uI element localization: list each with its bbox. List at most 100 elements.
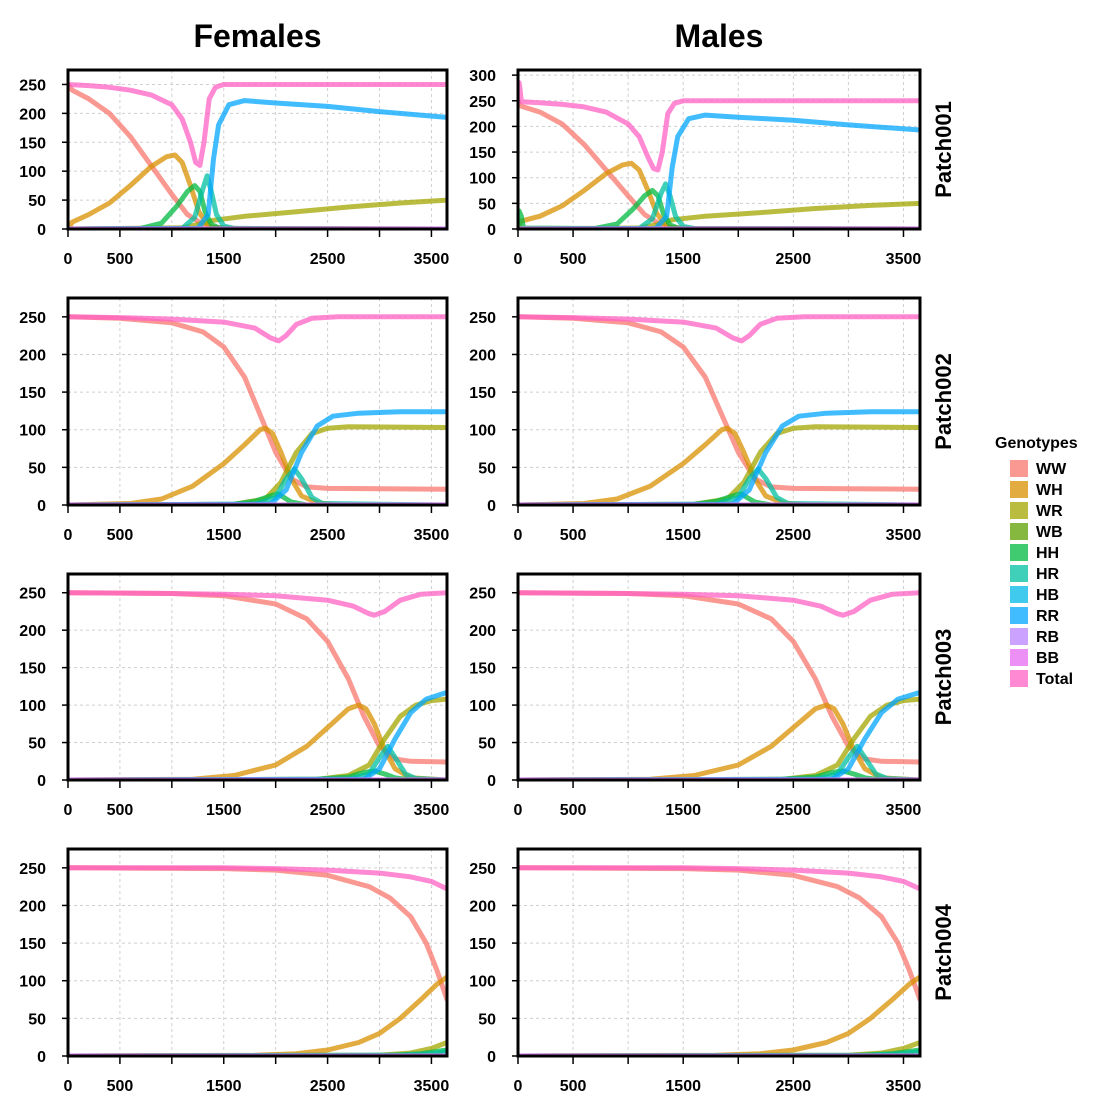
y-tick-label: 200 bbox=[469, 119, 496, 136]
legend-swatch bbox=[1010, 649, 1028, 666]
legend-item-hb: HB bbox=[1010, 586, 1059, 604]
y-tick-label: 50 bbox=[478, 460, 496, 477]
series-line-wr bbox=[518, 424, 920, 505]
legend-swatch bbox=[1010, 607, 1028, 624]
legend-label: HR bbox=[1036, 566, 1060, 583]
panel-frame bbox=[516, 847, 922, 1058]
series-line-ww bbox=[68, 314, 447, 492]
x-tick-label: 500 bbox=[560, 527, 587, 544]
y-tick-label: 0 bbox=[37, 773, 46, 790]
x-tick-label: 1500 bbox=[206, 1078, 242, 1095]
series-line-rr bbox=[68, 409, 447, 505]
series-line-total bbox=[518, 314, 920, 344]
x-tick-label: 2500 bbox=[776, 802, 812, 819]
x-tick-label: 2500 bbox=[776, 1078, 812, 1095]
legend-item-wh: WH bbox=[1010, 481, 1063, 499]
series-line-total bbox=[518, 80, 920, 173]
y-tick-label: 150 bbox=[19, 661, 46, 678]
x-tick-label: 500 bbox=[560, 1078, 587, 1095]
series-line-ww bbox=[68, 82, 447, 229]
legend-item-bb: BB bbox=[1010, 649, 1059, 667]
series-group bbox=[68, 590, 447, 780]
x-tick-label: 0 bbox=[514, 802, 523, 819]
y-tick-label: 50 bbox=[28, 460, 46, 477]
y-tick-label: 150 bbox=[469, 145, 496, 162]
panel-frame bbox=[516, 572, 922, 782]
series-line-wr bbox=[68, 424, 447, 505]
series-line-wr bbox=[68, 197, 447, 229]
y-tick-label: 100 bbox=[19, 974, 46, 991]
y-tick-label: 200 bbox=[19, 106, 46, 123]
y-tick-label: 50 bbox=[478, 1011, 496, 1028]
grid bbox=[518, 70, 920, 229]
legend-item-hh: HH bbox=[1010, 544, 1059, 562]
legend-label: WR bbox=[1036, 503, 1063, 520]
row-label-patch001: Patch001 bbox=[931, 101, 956, 198]
series-line-wh bbox=[68, 974, 447, 1056]
row-label-patch003: Patch003 bbox=[931, 629, 956, 726]
series-group bbox=[68, 865, 447, 1056]
x-tick-label: 3500 bbox=[414, 527, 450, 544]
column-title-females: Females bbox=[193, 18, 321, 54]
x-tick-label: 1500 bbox=[665, 251, 701, 268]
legend-item-ww: WW bbox=[1010, 460, 1067, 478]
x-tick-label: 3500 bbox=[886, 527, 922, 544]
series-line-total bbox=[518, 865, 920, 892]
y-tick-label: 50 bbox=[478, 196, 496, 213]
y-tick-label: 200 bbox=[19, 898, 46, 915]
y-tick-label: 200 bbox=[19, 347, 46, 364]
legend-item-wr: WR bbox=[1010, 502, 1063, 520]
series-line-wh bbox=[68, 425, 447, 505]
x-tick-label: 500 bbox=[107, 1078, 134, 1095]
series-line-ww bbox=[68, 590, 447, 765]
legend-label: HB bbox=[1036, 587, 1059, 604]
legend-swatch bbox=[1010, 502, 1028, 519]
x-tick-label: 1500 bbox=[665, 802, 701, 819]
legend-label: RB bbox=[1036, 629, 1059, 646]
legend-swatch bbox=[1010, 523, 1028, 540]
x-tick-label: 500 bbox=[107, 251, 134, 268]
legend: Genotypes WW WH WR WB HH HR HB RR RB BB Total bbox=[995, 435, 1078, 688]
legend-label: WB bbox=[1036, 524, 1063, 541]
legend-label: HH bbox=[1036, 545, 1059, 562]
row-label-patch002: Patch002 bbox=[931, 353, 956, 450]
x-tick-label: 3500 bbox=[886, 1078, 922, 1095]
series-group bbox=[518, 865, 920, 1056]
legend-swatch bbox=[1010, 565, 1028, 582]
x-tick-label: 500 bbox=[107, 527, 134, 544]
legend-label: RR bbox=[1036, 608, 1060, 625]
x-tick-label: 2500 bbox=[310, 527, 346, 544]
y-tick-label: 50 bbox=[28, 1011, 46, 1028]
x-tick-label: 3500 bbox=[414, 1078, 450, 1095]
y-tick-label: 150 bbox=[469, 385, 496, 402]
y-tick-label: 150 bbox=[19, 135, 46, 152]
y-tick-label: 0 bbox=[487, 498, 496, 515]
x-tick-label: 2500 bbox=[310, 802, 346, 819]
panel-patch001-males: 0 50 100 150 200 250 300 0 500 1500 2500 3500 bbox=[469, 68, 922, 268]
series-line-wh bbox=[68, 152, 447, 229]
x-tick-label: 0 bbox=[64, 251, 73, 268]
y-tick-label: 0 bbox=[487, 773, 496, 790]
x-tick-label: 1500 bbox=[206, 527, 242, 544]
y-tick-label: 0 bbox=[487, 1049, 496, 1066]
y-tick-label: 100 bbox=[19, 423, 46, 440]
y-tick-label: 100 bbox=[469, 423, 496, 440]
series-line-total bbox=[68, 314, 447, 344]
x-tick-label: 2500 bbox=[776, 251, 812, 268]
y-tick-label: 250 bbox=[19, 586, 46, 603]
panel-frame bbox=[516, 296, 922, 507]
series-group bbox=[518, 590, 920, 780]
x-tick-label: 1500 bbox=[206, 802, 242, 819]
x-tick-label: 0 bbox=[64, 1078, 73, 1095]
y-tick-label: 250 bbox=[469, 94, 496, 111]
grid bbox=[68, 298, 447, 505]
series-line-total bbox=[518, 590, 920, 618]
panel-frame bbox=[516, 68, 922, 231]
series-line-total bbox=[68, 590, 447, 618]
series-group bbox=[518, 314, 920, 505]
